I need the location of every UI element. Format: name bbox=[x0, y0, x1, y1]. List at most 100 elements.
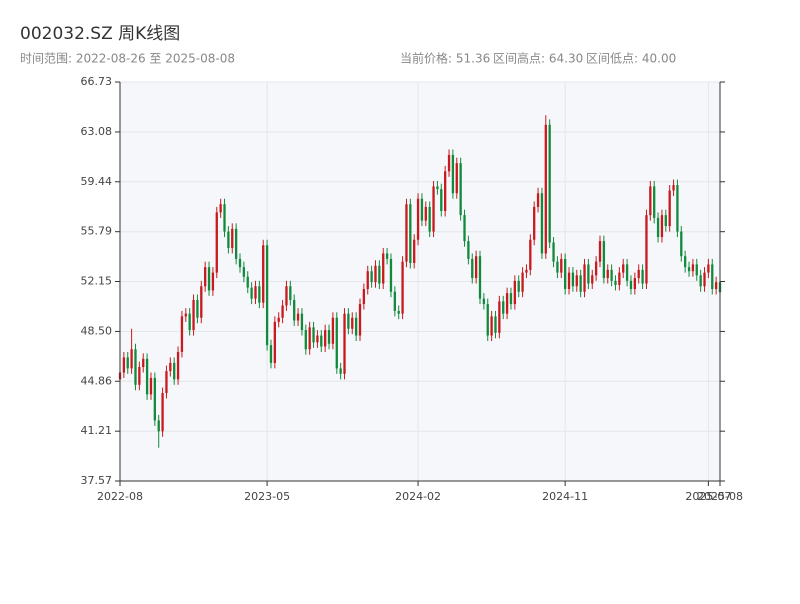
candle-body bbox=[254, 286, 257, 299]
candle-body bbox=[610, 269, 613, 281]
candle-body bbox=[440, 189, 443, 212]
candle-body bbox=[447, 154, 451, 172]
candle-body bbox=[207, 267, 211, 291]
candle-body bbox=[672, 185, 675, 191]
y-tick-label: 66.73 bbox=[81, 75, 113, 88]
candle-body bbox=[320, 335, 323, 347]
candle-body bbox=[142, 358, 145, 368]
candle-body bbox=[200, 286, 203, 318]
candle-body bbox=[370, 271, 373, 283]
candle-body bbox=[273, 321, 276, 363]
candle-body bbox=[645, 215, 648, 284]
candle-body bbox=[591, 275, 594, 284]
candle-body bbox=[660, 215, 664, 238]
candle-body bbox=[122, 357, 126, 373]
candle-body bbox=[691, 264, 695, 272]
x-tick-label: 2024-11 bbox=[542, 490, 588, 503]
candle-body bbox=[397, 310, 400, 314]
candle-body bbox=[374, 265, 377, 283]
x-tick-label: 2025-08 bbox=[697, 490, 743, 503]
y-tick-label: 48.50 bbox=[81, 324, 113, 337]
candle-body bbox=[339, 368, 342, 374]
candle-body bbox=[366, 271, 369, 290]
candle-body bbox=[192, 299, 195, 331]
candle-body bbox=[211, 272, 215, 291]
candle-body bbox=[564, 258, 567, 290]
candle-body bbox=[432, 186, 435, 232]
candle-body bbox=[215, 212, 218, 273]
candle-body bbox=[296, 313, 300, 321]
candle-body bbox=[699, 275, 702, 287]
candle-body bbox=[583, 264, 586, 292]
candle-body bbox=[625, 264, 629, 281]
candle-body bbox=[703, 272, 706, 287]
candle-body bbox=[289, 286, 292, 300]
candle-body bbox=[540, 193, 544, 254]
info-price: 当前价格: 51.36 bbox=[400, 51, 490, 66]
candle-body bbox=[513, 280, 516, 305]
info-high: 区间高点: 64.30 bbox=[493, 51, 583, 66]
y-tick-label: 55.79 bbox=[81, 225, 113, 238]
candle-body bbox=[695, 264, 698, 276]
candle-body bbox=[401, 261, 404, 314]
candle-body bbox=[393, 291, 396, 311]
y-tick-label: 41.21 bbox=[81, 424, 113, 437]
candle-body bbox=[416, 198, 420, 240]
candle-body bbox=[138, 367, 141, 385]
y-tick-label: 59.44 bbox=[81, 175, 113, 188]
chart-subtitle: 时间范围: 2022-08-26 至 2025-08-08 bbox=[20, 52, 235, 66]
candle-body bbox=[428, 206, 431, 232]
candle-body bbox=[614, 280, 617, 285]
candle-body bbox=[571, 272, 575, 287]
candle-body bbox=[308, 327, 311, 350]
candle-body bbox=[385, 253, 389, 259]
candle-body bbox=[536, 193, 540, 207]
candle-body bbox=[335, 317, 338, 369]
candle-body bbox=[312, 327, 315, 343]
y-tick-label: 63.08 bbox=[81, 125, 113, 138]
candle-body bbox=[126, 357, 129, 369]
candle-body bbox=[176, 351, 180, 380]
y-tick-label: 37.57 bbox=[81, 474, 113, 487]
candle-body bbox=[242, 267, 246, 277]
candle-body bbox=[552, 242, 555, 262]
candle-body bbox=[451, 154, 455, 194]
candle-body bbox=[436, 186, 439, 190]
candle-body bbox=[409, 204, 412, 264]
candle-body bbox=[544, 124, 547, 254]
candle-body bbox=[173, 362, 176, 380]
candle-body bbox=[684, 256, 687, 268]
candle-body bbox=[265, 245, 269, 346]
candle-body bbox=[714, 282, 718, 290]
candle-body bbox=[169, 362, 172, 372]
candle-body bbox=[188, 313, 191, 331]
candle-body bbox=[281, 305, 284, 318]
x-tick-label: 2025-07 bbox=[685, 490, 731, 503]
candle-body bbox=[618, 272, 621, 285]
candle-body bbox=[161, 393, 164, 432]
candle-body bbox=[533, 206, 536, 240]
candle-body bbox=[517, 280, 520, 292]
candle-body bbox=[378, 265, 381, 284]
candle-body bbox=[304, 330, 307, 350]
candle-body bbox=[707, 264, 710, 273]
candle-body bbox=[579, 275, 582, 292]
candle-body bbox=[494, 316, 497, 333]
candle-body bbox=[455, 163, 458, 194]
candle-body bbox=[293, 299, 296, 321]
candle-body bbox=[525, 269, 528, 273]
candle-body bbox=[637, 269, 640, 279]
candle-body bbox=[656, 217, 660, 238]
candle-body bbox=[498, 301, 501, 333]
candle-body bbox=[502, 301, 505, 314]
y-tick-label: 52.15 bbox=[81, 275, 113, 288]
candle-body bbox=[149, 377, 153, 395]
candle-body bbox=[653, 186, 656, 218]
candle-body bbox=[285, 286, 288, 306]
candle-body bbox=[184, 313, 187, 317]
candle-body bbox=[219, 204, 222, 213]
candle-body bbox=[246, 276, 249, 288]
candle-body bbox=[664, 215, 667, 227]
candle-body bbox=[629, 280, 633, 290]
